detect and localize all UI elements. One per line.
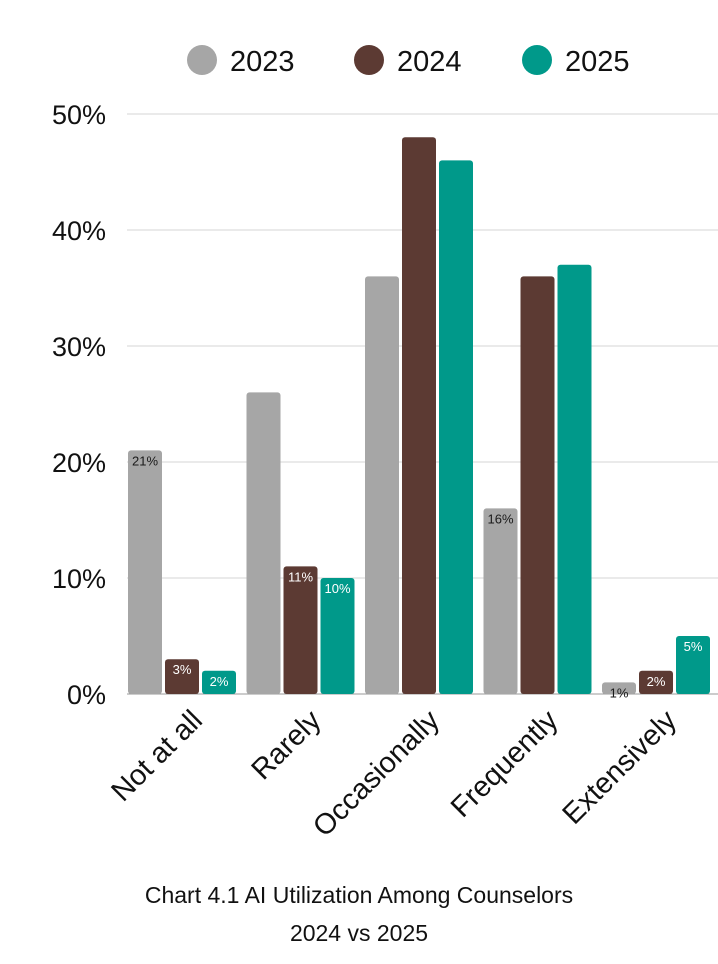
bar [602,682,636,694]
x-axis: Not at all RarelyOccasionallyFrequentlyEx… [105,704,683,843]
data-label: 5% [684,639,703,654]
bar [520,276,555,694]
bar [128,450,162,694]
data-label: 11% [288,569,313,584]
bar [165,659,199,694]
x-tick-label: Rarely [246,704,328,786]
y-tick-label: 0% [67,680,106,710]
x-tick-label: Extensively [557,704,684,831]
data-label: 1% [610,685,629,700]
bar [202,670,236,694]
legend-label: 2024 [397,46,462,78]
x-tick-label: Not at all [105,704,209,808]
data-label: 2% [647,674,666,689]
legend-swatch [187,45,217,75]
y-tick-label: 20% [52,448,106,478]
data-label: 3% [173,662,192,677]
bar [639,670,673,694]
bar [557,264,592,694]
y-tick-label: 50% [52,100,106,130]
chart-subtitle: 2024 vs 2025 [289,920,429,946]
bar [283,566,318,694]
data-label: 21% [132,453,158,468]
legend-swatch [522,45,552,75]
bar [246,392,281,694]
bar [483,508,518,694]
bar-series: 21% 16% 1% 3% 11% 2% 2% 10% 5% [128,137,710,700]
x-tick-label: Occasionally [307,704,446,843]
chart-title: Chart 4.1 AI Utilization Among Counselor… [144,882,574,908]
bar [320,578,355,694]
data-label: 16% [487,511,513,526]
data-label: 2% [210,674,229,689]
data-label: 10% [324,581,350,596]
y-axis: 0% 10% 20% 30% 40% 50% [52,100,106,710]
legend: 2023 2024 2025 [187,45,630,78]
y-tick-label: 10% [52,564,106,594]
y-tick-label: 30% [52,332,106,362]
bar [439,160,473,694]
legend-label: 2023 [230,46,295,78]
y-tick-label: 40% [52,216,106,246]
x-tick-label: Frequently [445,704,565,824]
legend-swatch [354,45,384,75]
legend-label: 2025 [565,46,630,78]
bar [676,636,710,694]
bar [402,137,436,694]
bar [365,276,399,694]
